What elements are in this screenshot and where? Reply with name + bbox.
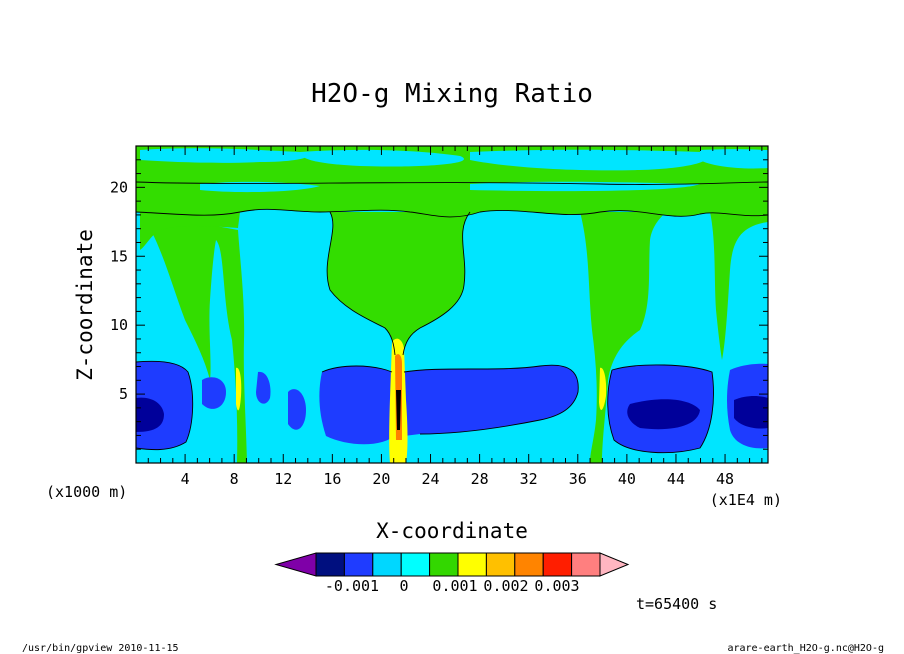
field-yellow-streak-left bbox=[236, 367, 242, 411]
colorbar-arrow-low bbox=[274, 552, 317, 577]
x-tick-label: 48 bbox=[716, 470, 734, 488]
x-axis-ticks: 4 8 12 16 20 24 28 32 36 40 44 48 bbox=[147, 146, 763, 488]
field-contours bbox=[136, 181, 768, 454]
field-dry-deep-left bbox=[136, 397, 164, 432]
field-dry-center-right bbox=[404, 365, 579, 436]
x-tick-label: 20 bbox=[372, 470, 390, 488]
colorbar-cell bbox=[457, 552, 487, 577]
colorbar-label: 0 bbox=[399, 577, 408, 595]
colorbar-cell bbox=[400, 552, 431, 577]
field-updraft-center bbox=[396, 390, 401, 430]
x-axis-label: X-coordinate bbox=[376, 519, 528, 543]
colorbar-cell bbox=[571, 552, 601, 577]
field-dry-deep-far-right bbox=[734, 396, 768, 429]
field-dry-center-left bbox=[319, 366, 394, 445]
y-axis-label: Z-coordinate bbox=[73, 229, 97, 381]
field-left-plume bbox=[140, 212, 247, 463]
chart-title: H2O-g Mixing Ratio bbox=[311, 79, 593, 109]
y-tick-label: 5 bbox=[119, 385, 128, 403]
colorbar-cell bbox=[485, 552, 516, 577]
plot-frame bbox=[135, 145, 769, 464]
x-tick-label: 36 bbox=[569, 470, 587, 488]
colorbar-labels: -0.001 0 0.001 0.002 0.003 bbox=[325, 577, 580, 595]
field-dry-deep-right bbox=[627, 399, 700, 430]
footer-right: arare-earth_H2O-g.nc@H2O-g bbox=[727, 643, 884, 654]
colorbar-cell bbox=[372, 552, 402, 577]
colorbar-label: 0.003 bbox=[534, 577, 579, 595]
x-tick-label: 28 bbox=[471, 470, 489, 488]
field-dry-small-3 bbox=[288, 389, 306, 430]
field-yellow-streak-right bbox=[599, 367, 607, 410]
x-tick-label: 40 bbox=[618, 470, 636, 488]
x-tick-label: 4 bbox=[181, 470, 190, 488]
colorbar-cell bbox=[542, 552, 573, 577]
x-tick-label: 12 bbox=[274, 470, 292, 488]
x-tick-label: 24 bbox=[421, 470, 439, 488]
field-upper-pocket-1 bbox=[140, 148, 308, 163]
y-tick-label: 20 bbox=[110, 178, 128, 196]
colorbar-cell bbox=[514, 552, 544, 577]
x-tick-label: 44 bbox=[667, 470, 685, 488]
plot-field bbox=[136, 146, 768, 463]
field-upper-pocket-3 bbox=[470, 149, 708, 171]
field-central-plume bbox=[327, 212, 470, 355]
colorbar-cell bbox=[343, 552, 374, 577]
colorbar-cell bbox=[429, 552, 459, 577]
y-tick-label: 15 bbox=[110, 247, 128, 265]
colorbar bbox=[274, 552, 630, 577]
field-band-1 bbox=[200, 181, 320, 193]
field-dry-small-1 bbox=[202, 377, 226, 409]
time-label: t=65400 s bbox=[636, 595, 717, 613]
x-tick-label: 8 bbox=[230, 470, 239, 488]
x-scale-label: (x1E4 m) bbox=[710, 491, 782, 509]
field-left-cap bbox=[140, 212, 240, 250]
footer-left: /usr/bin/gpview 2010-11-15 bbox=[22, 643, 179, 654]
field-upper-pocket-4 bbox=[700, 149, 768, 169]
field-dry-small-2 bbox=[256, 371, 271, 404]
y-tick-label: 10 bbox=[110, 316, 128, 334]
field-far-right-plume bbox=[710, 212, 768, 360]
x-tick-label: 32 bbox=[520, 470, 538, 488]
x-tick-label: 16 bbox=[323, 470, 341, 488]
x-unit-label: (x1000 m) bbox=[46, 483, 127, 501]
colorbar-label: 0.002 bbox=[483, 577, 528, 595]
colorbar-cell bbox=[315, 552, 345, 577]
colorbar-label: -0.001 bbox=[325, 577, 379, 595]
y-axis-ticks: 5 10 15 20 bbox=[110, 159, 768, 450]
field-upper-pocket-2 bbox=[300, 149, 464, 167]
colorbar-label: 0.001 bbox=[432, 577, 477, 595]
colorbar-arrow-high bbox=[599, 552, 630, 577]
